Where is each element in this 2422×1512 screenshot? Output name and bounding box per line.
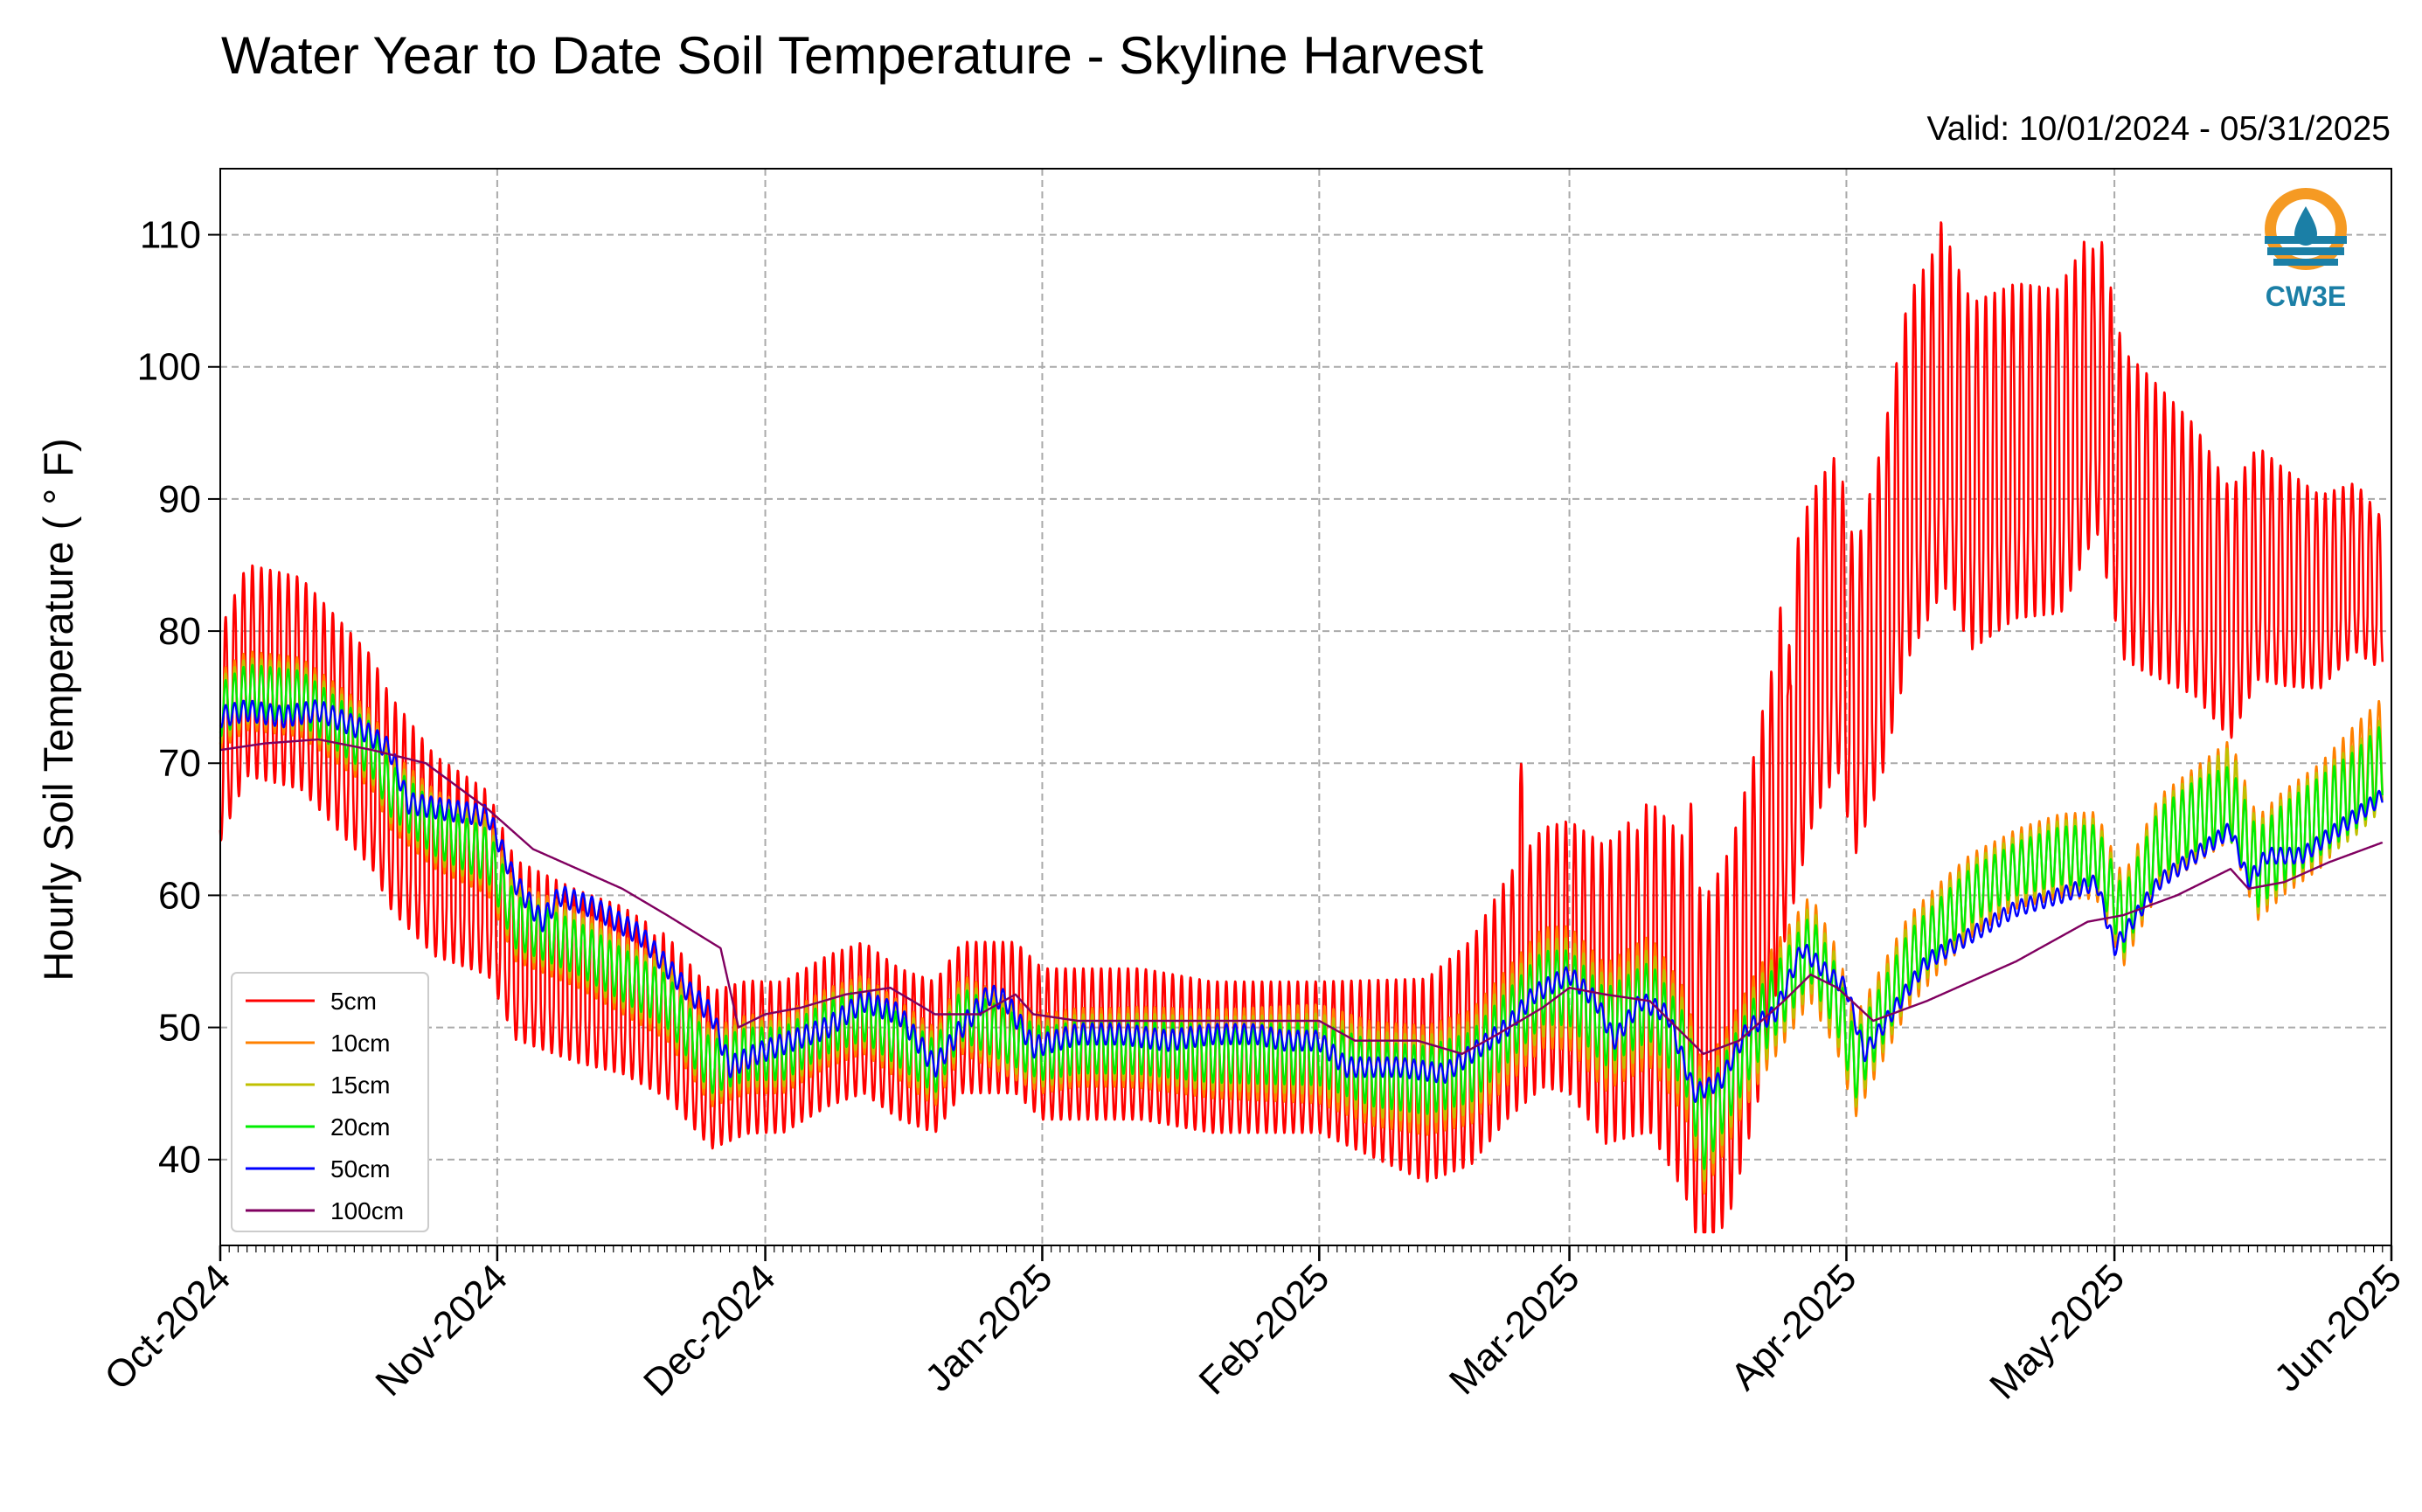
- logo-text: CW3E: [2266, 281, 2346, 312]
- y-tick-label: 40: [158, 1139, 201, 1182]
- legend: 5cm 10cm 15cm 20cm 50cm 100cm: [231, 972, 429, 1232]
- series-lines: [219, 221, 2384, 1234]
- legend-box: [231, 972, 429, 1232]
- legend-label-50cm: 50cm: [330, 1155, 390, 1183]
- legend-label-15cm: 15cm: [330, 1072, 390, 1099]
- legend-label-20cm: 20cm: [330, 1113, 390, 1141]
- y-tick-label: 110: [140, 214, 201, 257]
- series-line-5cm: [219, 221, 2384, 1234]
- plot-frame: [219, 168, 2392, 1246]
- y-tick-label: 100: [137, 346, 201, 389]
- chart-title: Water Year to Date Soil Temperature - Sk…: [221, 26, 1483, 85]
- y-tick-label: 50: [158, 1007, 201, 1050]
- cw3e-logo: CW3E: [2265, 188, 2347, 312]
- y-tick-label: 70: [158, 742, 201, 785]
- y-axis-label: Hourly Soil Temperature ( ° F): [35, 438, 81, 981]
- logo-wave-3: [2273, 259, 2338, 266]
- y-tick-label: 90: [158, 478, 201, 521]
- logo-wave-1: [2265, 236, 2347, 244]
- logo-wave-2: [2267, 247, 2344, 255]
- logo-drop-icon: [2294, 206, 2317, 246]
- series-line-100cm: [219, 738, 2384, 1055]
- legend-label-5cm: 5cm: [330, 988, 377, 1015]
- legend-label-10cm: 10cm: [330, 1030, 390, 1057]
- y-tick-label: 60: [158, 874, 201, 917]
- y-tick-label: 80: [158, 610, 201, 653]
- legend-label-100cm: 100cm: [330, 1197, 404, 1224]
- series-line-50cm: [219, 699, 2384, 1103]
- chart-subtitle: Valid: 10/01/2024 - 05/31/2025: [1926, 110, 2391, 148]
- series-line-20cm: [219, 663, 2384, 1170]
